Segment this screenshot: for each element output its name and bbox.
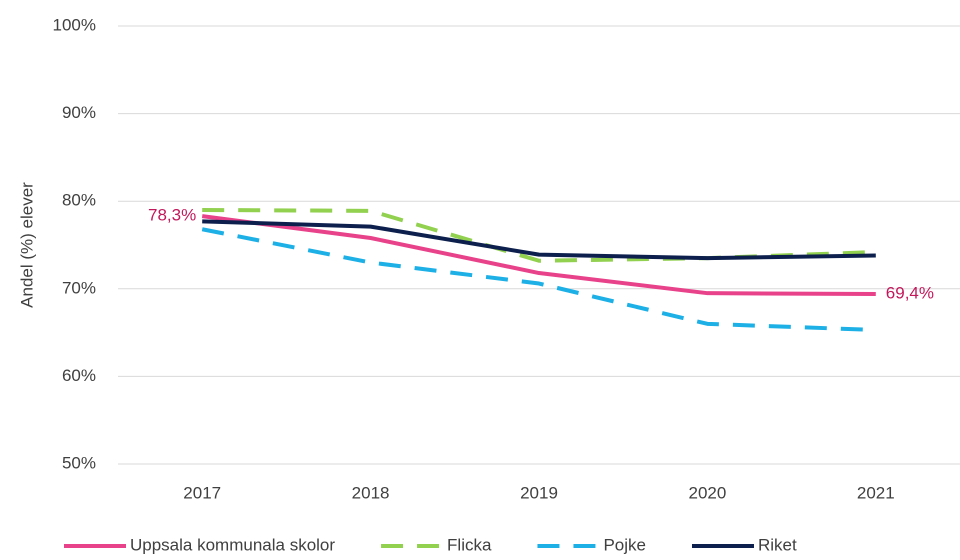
series-line — [202, 207, 876, 263]
x-tick-label: 2019 — [520, 483, 558, 502]
data-label: 78,3% — [148, 206, 196, 225]
y-tick-label: 100% — [53, 15, 96, 34]
x-tick-label: 2017 — [183, 483, 221, 502]
x-tick-label: 2020 — [688, 483, 726, 502]
x-tick-label: 2018 — [352, 483, 390, 502]
series-line — [201, 214, 876, 297]
series-line — [202, 219, 876, 261]
y-axis-label: Andel (%) elever — [17, 182, 36, 308]
x-tick-label: 2021 — [857, 483, 895, 502]
legend-label: Pojke — [603, 535, 646, 554]
y-tick-label: 90% — [62, 103, 96, 122]
legend-label: Uppsala kommunala skolor — [130, 535, 335, 554]
series-line — [201, 227, 876, 332]
y-tick-label: 50% — [62, 453, 96, 472]
legend-label: Riket — [758, 535, 797, 554]
y-tick-label: 60% — [62, 366, 96, 385]
y-tick-label: 80% — [62, 191, 96, 210]
data-label: 69,4% — [886, 284, 934, 303]
y-tick-label: 70% — [62, 278, 96, 297]
legend-label: Flicka — [447, 535, 492, 554]
